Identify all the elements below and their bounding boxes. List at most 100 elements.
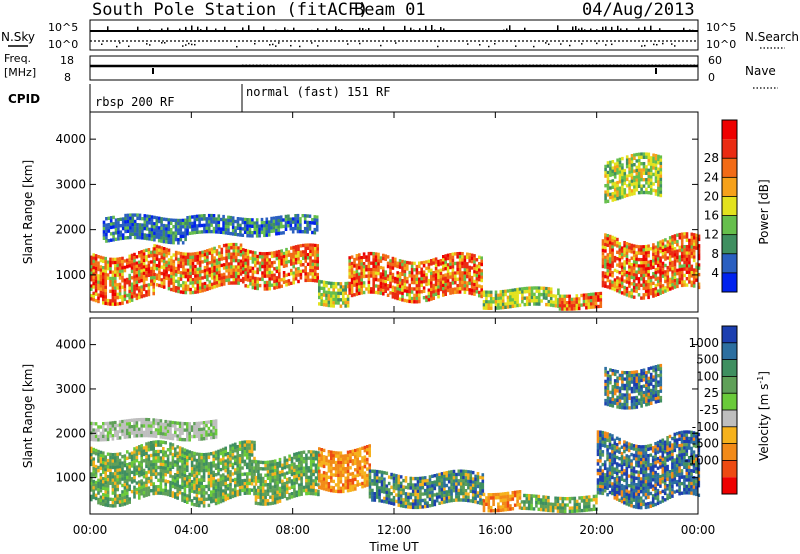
heatmap-cell xyxy=(219,474,223,478)
heatmap-cell xyxy=(673,256,677,260)
heatmap-cell xyxy=(473,273,476,277)
heatmap-cell xyxy=(270,220,273,224)
heatmap-cell xyxy=(296,213,300,218)
heatmap-cell xyxy=(196,254,200,259)
heatmap-cell xyxy=(439,281,443,285)
heatmap-cell xyxy=(190,434,194,439)
heatmap-cell xyxy=(183,448,187,452)
heatmap-cell xyxy=(135,296,139,301)
heatmap-cell xyxy=(241,233,245,237)
nsky-trace xyxy=(90,25,698,48)
heatmap-cell xyxy=(201,260,204,264)
heatmap-cell xyxy=(198,478,201,482)
heatmap-cell xyxy=(480,269,483,273)
heatmap-cell xyxy=(565,301,569,305)
heatmap-cell xyxy=(273,485,277,489)
heatmap-cell xyxy=(695,233,698,238)
heatmap-cell xyxy=(611,280,614,284)
heatmap-cell xyxy=(99,290,103,295)
heatmap-cell xyxy=(613,162,617,166)
heatmap-cell xyxy=(118,266,122,271)
heatmap-cell xyxy=(311,262,315,267)
heatmap-cell xyxy=(99,284,103,288)
heatmap-cell xyxy=(415,280,419,285)
heatmap-cell xyxy=(241,456,244,461)
heatmap-cell xyxy=(673,285,677,289)
heatmap-cell xyxy=(283,485,287,489)
heatmap-cell xyxy=(344,285,347,289)
heatmap-cell xyxy=(468,259,471,263)
heatmap-cell xyxy=(128,487,131,492)
heatmap-cell xyxy=(206,271,209,275)
heatmap-cell xyxy=(145,264,148,268)
heatmap-cell xyxy=(105,223,108,227)
heatmap-cell xyxy=(222,476,225,480)
heatmap-cell xyxy=(611,169,615,173)
heatmap-cell xyxy=(214,489,218,493)
heatmap-cell xyxy=(504,302,507,306)
heatmap-cell xyxy=(147,470,151,474)
heatmap-cell xyxy=(126,428,129,433)
heatmap-cell xyxy=(265,217,269,221)
heatmap-cell xyxy=(123,268,127,273)
heatmap-cell xyxy=(271,466,275,470)
heatmap-cell xyxy=(99,434,103,439)
heatmap-cell xyxy=(140,272,143,276)
heatmap-cell xyxy=(142,421,146,425)
heatmap-cell xyxy=(657,183,660,187)
heatmap-cell xyxy=(293,484,296,489)
heatmap-cell xyxy=(386,274,390,278)
heatmap-cell xyxy=(169,464,172,469)
heatmap-cell xyxy=(162,256,166,260)
heatmap-cell xyxy=(210,266,214,271)
heatmap-cell xyxy=(410,261,414,265)
heatmap-cell xyxy=(109,299,112,303)
heatmap-cell xyxy=(630,282,634,286)
heatmap-cell xyxy=(628,274,631,279)
heatmap-cell xyxy=(133,223,137,227)
heatmap-cell xyxy=(270,283,274,287)
heatmap-cell xyxy=(647,152,651,156)
heatmap-cell xyxy=(316,276,319,280)
heatmap-cell xyxy=(604,246,607,250)
heatmap-cell xyxy=(195,224,199,228)
heatmap-cell xyxy=(198,434,201,438)
heatmap-cell xyxy=(205,459,208,463)
heatmap-cell xyxy=(196,280,200,284)
heatmap-cell xyxy=(201,250,204,254)
heatmap-cell xyxy=(190,489,194,493)
heatmap-cell xyxy=(229,454,232,458)
heatmap-cell xyxy=(664,247,667,252)
heatmap-cell xyxy=(143,214,147,218)
heatmap-cell xyxy=(138,470,141,475)
heatmap-cell xyxy=(257,466,260,471)
heatmap-cell xyxy=(360,272,363,276)
heatmap-cell xyxy=(203,275,207,279)
heatmap-cell xyxy=(290,246,293,250)
heatmap-cell xyxy=(606,170,610,175)
heatmap-cell xyxy=(353,261,356,265)
heatmap-cell xyxy=(499,306,503,310)
heatmap-cell xyxy=(647,286,650,290)
heatmap-cell xyxy=(181,450,184,454)
heatmap-cell xyxy=(167,221,171,225)
heatmap-cell xyxy=(232,274,236,279)
heatmap-cell xyxy=(482,306,486,310)
heatmap-cell xyxy=(147,460,151,465)
heatmap-cell xyxy=(202,488,206,492)
heatmap-cell xyxy=(162,285,166,289)
heatmap-cell xyxy=(150,460,153,464)
heatmap-cell xyxy=(293,481,296,485)
heatmap-cell xyxy=(678,277,682,282)
heatmap-cell xyxy=(160,236,163,240)
heatmap-cell xyxy=(678,280,682,285)
heatmap-cell xyxy=(164,466,167,470)
heatmap-cell xyxy=(654,166,658,171)
heatmap-cell xyxy=(294,267,298,271)
heatmap-cell xyxy=(664,251,667,255)
heatmap-cell xyxy=(473,289,476,293)
heatmap-cell xyxy=(142,255,146,260)
heatmap-cell xyxy=(189,275,192,279)
heatmap-cell xyxy=(260,224,264,228)
heatmap-cell xyxy=(167,231,171,235)
